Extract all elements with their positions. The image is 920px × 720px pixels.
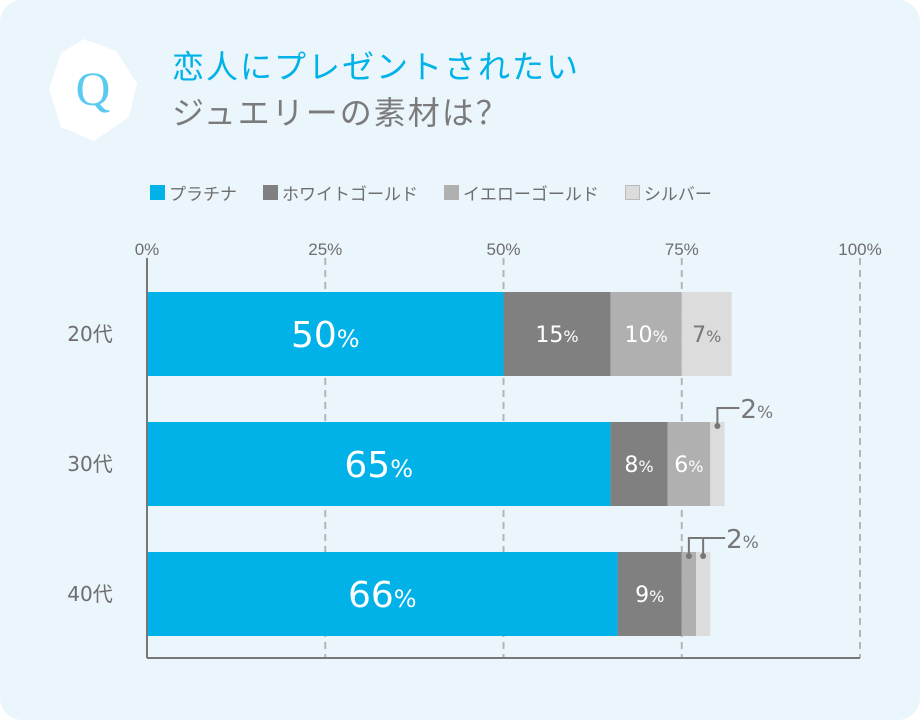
legend-item: ホワイトゴールド xyxy=(263,180,418,205)
data-label: 8% xyxy=(624,453,653,478)
callout-dot xyxy=(685,553,692,559)
x-tick-label: 25% xyxy=(308,240,342,259)
data-label: 7% xyxy=(692,323,721,348)
x-tick-label: 0% xyxy=(135,240,160,259)
callout-dot xyxy=(700,553,707,559)
badge-letter: Q xyxy=(76,63,111,116)
legend-label: シルバー xyxy=(643,185,712,205)
data-label: 15% xyxy=(535,323,578,348)
data-label: 66% xyxy=(348,575,417,616)
bar-segment xyxy=(681,552,697,636)
title-line-1: 恋人にプレゼントされたい xyxy=(172,48,581,86)
category-label: 40代 xyxy=(67,582,112,606)
x-tick-label: 50% xyxy=(486,240,520,259)
legend-swatch xyxy=(624,185,640,200)
callout-label: 2% xyxy=(740,395,773,425)
bar-segment xyxy=(147,422,611,506)
data-label: 65% xyxy=(344,445,413,486)
q-badge-icon: Q xyxy=(49,39,137,141)
data-label: 9% xyxy=(635,583,664,608)
bar-segment xyxy=(617,552,682,636)
category-label: 20代 xyxy=(67,322,112,346)
chart-title: 恋人にプレゼントされたい ジュエリーの素材は？ xyxy=(172,44,580,136)
data-label: 6% xyxy=(674,453,703,478)
bar-segment xyxy=(610,292,682,376)
legend-label: ホワイトゴールド xyxy=(282,185,418,205)
legend-label: イエローゴールド xyxy=(463,185,599,205)
legend-swatch xyxy=(263,185,278,200)
bar-segment xyxy=(503,292,611,376)
bar-segment xyxy=(681,292,732,376)
legend-swatch xyxy=(444,185,459,200)
callout-label: 2% xyxy=(726,525,759,555)
bar-segment xyxy=(610,422,668,506)
data-label: 10% xyxy=(624,323,667,348)
bar-segment xyxy=(710,422,725,506)
title-line-2: ジュエリーの素材は？ xyxy=(172,94,510,132)
bar-segment xyxy=(147,292,504,376)
x-tick-label: 100% xyxy=(838,240,881,259)
category-label: 30代 xyxy=(67,452,112,476)
data-label: 50% xyxy=(291,315,360,356)
legend-swatch xyxy=(150,185,165,200)
bar-segment xyxy=(147,552,618,636)
x-tick-label: 75% xyxy=(665,240,699,259)
legend-item: プラチナ xyxy=(150,180,237,205)
callout-dot xyxy=(714,423,721,429)
legend-item: イエローゴールド xyxy=(444,180,599,205)
legend: プラチナ ホワイトゴールド イエローゴールド シルバー xyxy=(150,180,712,205)
legend-label: プラチナ xyxy=(169,185,237,205)
legend-item: シルバー xyxy=(624,180,712,205)
bar-segment xyxy=(696,552,711,636)
bar-segment xyxy=(667,422,711,506)
